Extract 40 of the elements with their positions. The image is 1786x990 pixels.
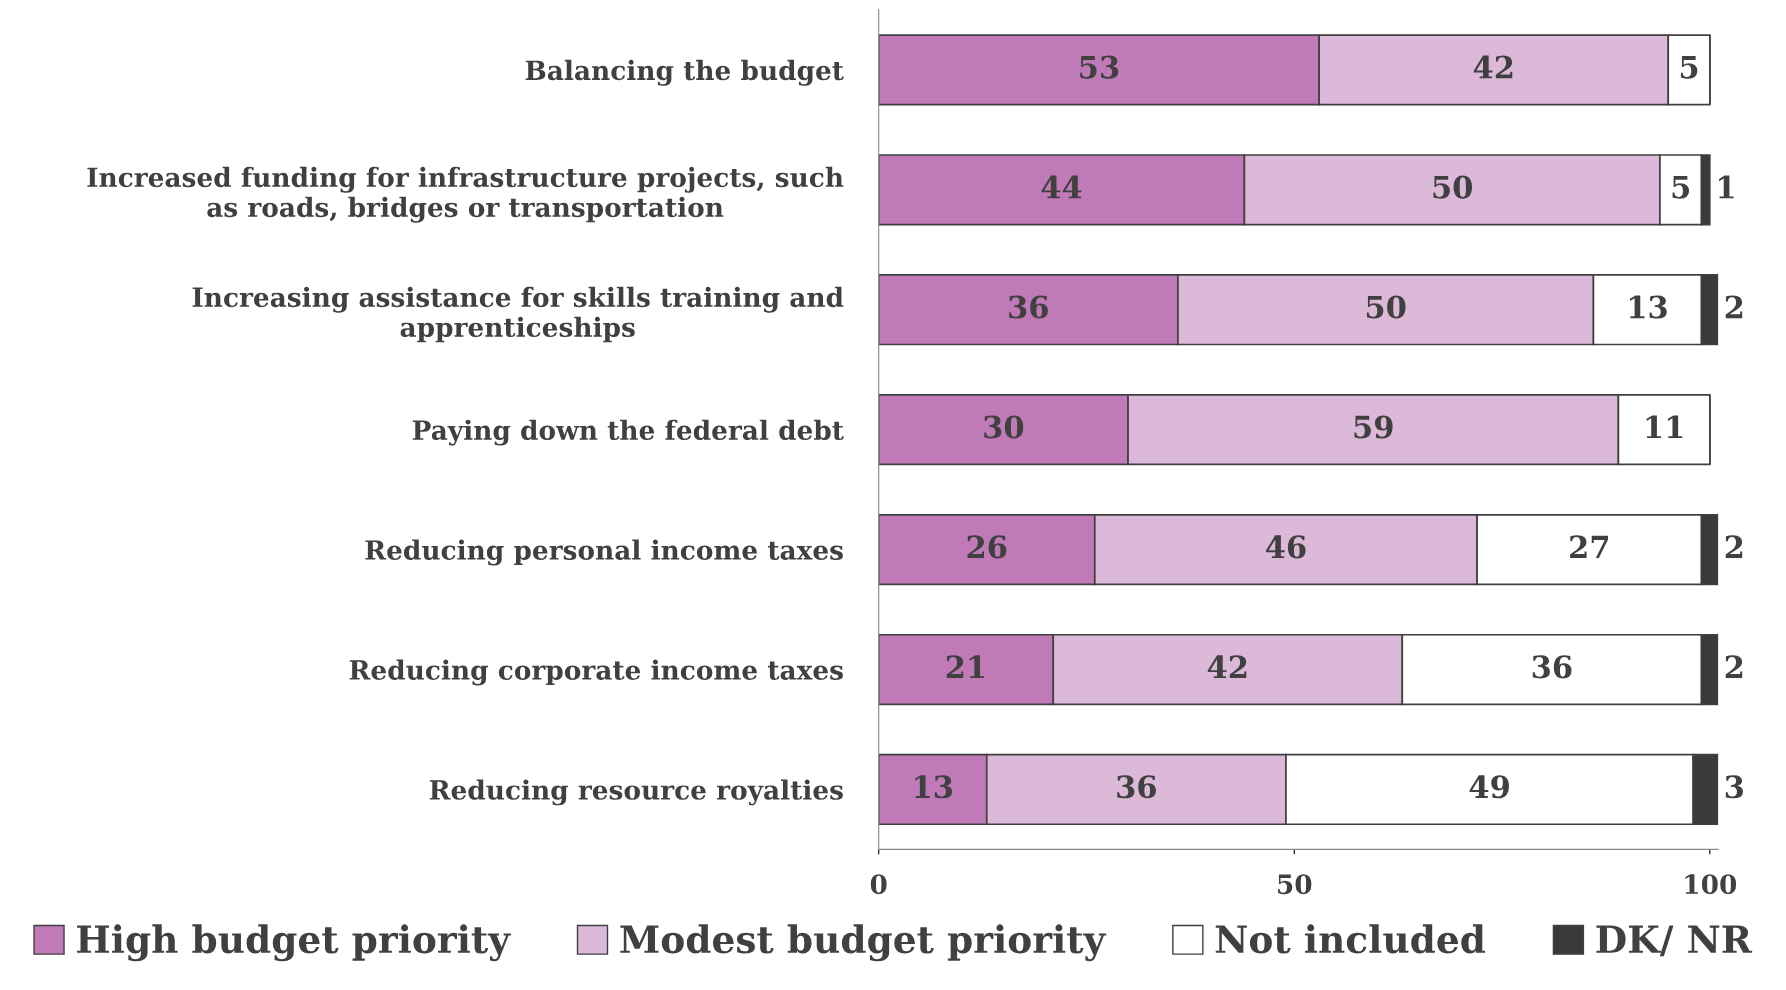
legend-label: Not included — [1215, 924, 1486, 954]
y-tick-label: Reducing resource royalties — [429, 779, 843, 806]
data-label: 2 — [1725, 535, 1743, 559]
data-label: 49 — [1469, 775, 1509, 799]
y-tick-label: Balancing the budget — [525, 59, 844, 86]
data-label: 44 — [1041, 175, 1082, 199]
data-label: 2 — [1725, 295, 1743, 319]
data-label: 30 — [984, 415, 1024, 439]
x-tick-label: 100 — [1685, 874, 1737, 895]
legend-label: High budget priority — [77, 924, 511, 962]
data-label: 21 — [946, 655, 985, 678]
data-label: 36 — [1117, 775, 1156, 799]
data-label: 5 — [1680, 56, 1698, 79]
legend-label: DK/ NR — [1596, 925, 1753, 957]
data-label: 50 — [1366, 295, 1406, 319]
data-label: 46 — [1265, 535, 1306, 559]
y-tick-label: Increasing assistance for skills training and apprenticeships — [192, 286, 844, 343]
data-label: 13 — [1629, 295, 1667, 319]
data-label: 13 — [915, 775, 953, 799]
data-label: 5 — [1672, 175, 1690, 199]
legend-label: Modest budget priority — [620, 924, 1107, 962]
y-tick-label: Reducing corporate income taxes — [349, 659, 843, 686]
data-label: 53 — [1080, 55, 1119, 79]
y-tick-label: Increased funding for infrastructure projects, such as roads, bridges or transportation — [87, 166, 844, 223]
data-label: 42 — [1207, 655, 1247, 678]
y-tick-label: Reducing personal income taxes — [365, 539, 843, 566]
data-label: 50 — [1433, 175, 1473, 199]
x-tick-label: 0 — [870, 874, 887, 895]
data-label: 36 — [1009, 295, 1048, 319]
x-tick-label: 50 — [1278, 874, 1312, 895]
data-label: 1 — [1719, 175, 1734, 199]
data-label: 26 — [967, 535, 1007, 559]
data-label: 11 — [1646, 415, 1683, 439]
data-label: 3 — [1725, 775, 1743, 799]
data-label: 36 — [1532, 655, 1572, 679]
data-label: 27 — [1570, 535, 1609, 559]
y-tick-label: Paying down the federal debt — [412, 419, 844, 446]
data-label: 2 — [1725, 655, 1743, 678]
data-label: 59 — [1354, 415, 1393, 439]
data-label: 42 — [1473, 55, 1513, 79]
